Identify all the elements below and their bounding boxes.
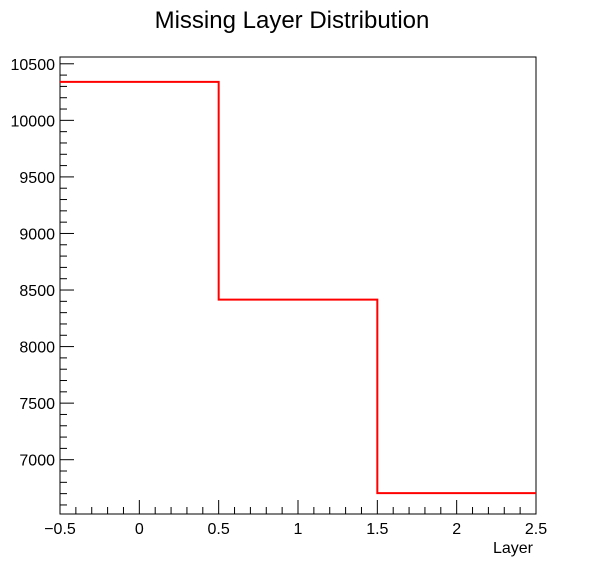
y-tick-label: 7500 [19,396,55,413]
x-tick-label: 2.5 [525,521,547,538]
plot-frame [59,56,537,515]
y-tick-label: 10500 [11,57,56,74]
x-tick-label: 0 [135,521,144,538]
tick-labels: −0.5 0 0.5 1 1.5 2 2.5 7000 7500 8000 8500 9000 9500… [11,57,548,538]
chart-title: Missing Layer Distribution [155,7,430,34]
x-tick-label: 2 [452,521,461,538]
axes [59,56,537,515]
ticks [59,63,537,514]
x-tick-label: 1.5 [366,521,388,538]
y-tick-label: 8000 [19,340,55,357]
x-tick-label: 0.5 [208,521,230,538]
y-tick-label: 9500 [19,170,55,187]
y-tick-label: 10000 [11,113,56,130]
y-tick-label: 7000 [19,453,55,470]
y-tick-label: 8500 [19,283,55,300]
y-tick-label: 9000 [19,226,55,243]
histogram-line [60,80,536,495]
x-tick-label: −0.5 [44,521,76,538]
x-axis-label: Layer [493,540,534,557]
x-tick-label: 1 [294,521,303,538]
